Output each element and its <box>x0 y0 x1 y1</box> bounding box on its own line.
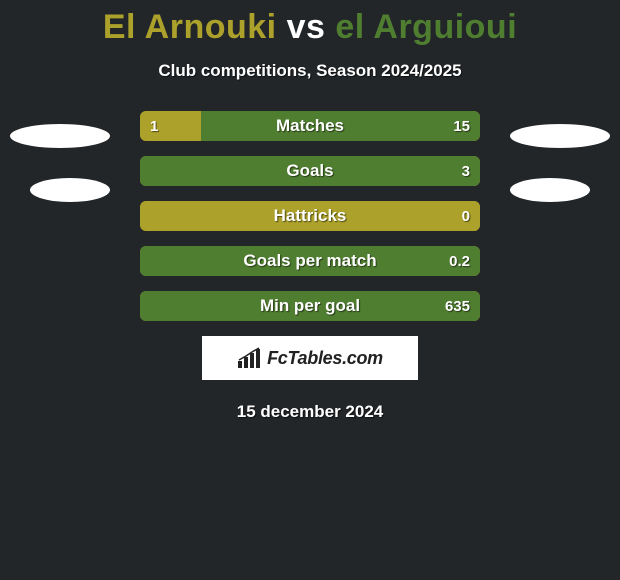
page-title: El Arnouki vs el Arguioui <box>0 0 620 47</box>
stat-row: 0Hattricks <box>140 201 480 231</box>
stat-value-right: 0.2 <box>449 246 470 276</box>
stat-bar-right-segment <box>140 246 480 276</box>
stat-row: 0.2Goals per match <box>140 246 480 276</box>
stat-value-right: 0 <box>462 201 470 231</box>
stat-value-left: 1 <box>150 111 158 141</box>
decorative-ellipse-0 <box>10 124 110 148</box>
stat-bar-right-segment <box>140 291 480 321</box>
title-vs: vs <box>287 8 326 46</box>
stat-bar-right-segment <box>140 156 480 186</box>
stat-bar: 0Hattricks <box>140 201 480 231</box>
title-player1: El Arnouki <box>103 8 277 46</box>
decorative-ellipse-2 <box>30 178 110 202</box>
stat-value-right: 3 <box>462 156 470 186</box>
stat-row: 3Goals <box>140 156 480 186</box>
title-player2: el Arguioui <box>335 8 517 46</box>
stat-row: 635Min per goal <box>140 291 480 321</box>
brand-chart-icon <box>237 347 263 369</box>
date-text: 15 december 2024 <box>0 402 620 422</box>
stats-container: 115Matches3Goals0Hattricks0.2Goals per m… <box>140 111 480 321</box>
brand-text: FcTables.com <box>267 348 383 369</box>
stat-bar-right-segment <box>201 111 480 141</box>
stat-bar: 3Goals <box>140 156 480 186</box>
stat-row: 115Matches <box>140 111 480 141</box>
decorative-ellipse-3 <box>510 178 590 202</box>
stat-bar: 115Matches <box>140 111 480 141</box>
stat-bar-left-segment <box>140 201 480 231</box>
stat-bar: 0.2Goals per match <box>140 246 480 276</box>
brand-box: FcTables.com <box>202 336 418 380</box>
stat-bar: 635Min per goal <box>140 291 480 321</box>
decorative-ellipse-1 <box>510 124 610 148</box>
stat-value-right: 635 <box>445 291 470 321</box>
stat-value-right: 15 <box>453 111 470 141</box>
subtitle: Club competitions, Season 2024/2025 <box>0 61 620 81</box>
